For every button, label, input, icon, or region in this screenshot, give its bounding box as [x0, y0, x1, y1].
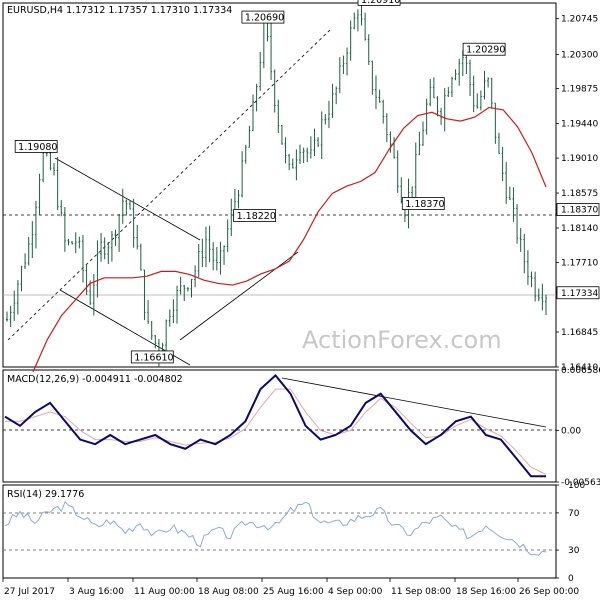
rsi-title: RSI(14) 29.1776: [7, 489, 84, 500]
annotation-label-2: 1.18220: [237, 211, 276, 222]
annotation-label-5: 1.18370: [405, 199, 444, 210]
price-tick-label: 1.17710: [561, 259, 598, 269]
x-tick-label: 11 Sep 08:00: [391, 587, 451, 597]
x-tick-label: 27 Jul 2017: [4, 587, 55, 597]
price-tick-label: 1.20300: [561, 50, 598, 60]
price-tick-label: 1.19440: [561, 120, 598, 130]
price-tick-label: 1.16410: [561, 363, 598, 373]
x-axis: 27 Jul 2017 3 Aug 16:00 11 Aug 00:00 18 Aug…: [2, 578, 579, 597]
macd-tick-label: 0.006586: [561, 366, 600, 376]
price-tick-label: 1.19010: [561, 154, 598, 164]
x-tick-label: 11 Aug 00:00: [134, 587, 195, 597]
x-tick-label: 3 Aug 16:00: [69, 587, 124, 597]
x-tick-label: 18 Aug 08:00: [198, 587, 259, 597]
price-tick-label: 1.17334: [561, 289, 598, 299]
rsi-tick-label: 70: [568, 509, 580, 519]
annotation-box-2: [233, 209, 277, 222]
macd-line: [4, 373, 546, 478]
annotation-box-3: [241, 10, 285, 24]
watermark: ActionForex.com: [302, 326, 502, 354]
macd-tick-label: -0.005634: [561, 478, 600, 488]
rsi-panel: RSI(14) 29.1776 100 70 30 0: [3, 481, 585, 584]
price-tick-label: 1.16845: [561, 328, 598, 338]
moving-average-line: [32, 106, 547, 373]
x-tick-label: 18 Sep 16:00: [456, 587, 516, 597]
price-tick-label: 1.18140: [561, 224, 598, 234]
annotation-label-4: 1.20910: [361, 0, 400, 6]
x-tick-label: 25 Aug 16:00: [263, 587, 324, 597]
rsi-line: [4, 500, 547, 556]
annotation-label-0: 1.19080: [18, 142, 57, 153]
price-tick-label: 1.18370: [561, 206, 598, 216]
annotation-box-0: [14, 140, 58, 153]
macd-title: MACD(12,26,9) -0.004911 -0.004802: [7, 374, 183, 385]
annotation-box-4: [357, 0, 401, 6]
annotation-label-1: 1.16610: [134, 352, 173, 363]
x-tick-label: 4 Sep 00:00: [328, 587, 383, 597]
annotation-label-6: 1.20290: [466, 45, 505, 56]
trendline-rising-dashed: [7, 29, 331, 341]
price-panel: ActionForex.com 1.20745 1.20300 1.19875 1.1…: [3, 0, 600, 373]
price-chart-title: EURUSD,H4 1.17312 1.17357 1.17310 1.1733…: [7, 5, 232, 16]
macd-tick-label: 0.00: [561, 426, 581, 436]
macd-trendline: [281, 377, 547, 428]
annotation-label-3: 1.20690: [245, 13, 284, 24]
rsi-tick-label: 30: [568, 546, 580, 556]
macd-signal-line: [5, 388, 547, 475]
trendline-upper-channel: [54, 157, 201, 241]
x-tick-label: 26 Sep 00:00: [519, 587, 579, 597]
annotation-box-5: [401, 197, 445, 210]
rsi-tick-label: 0: [568, 574, 574, 584]
rsi-tick-label: 100: [568, 481, 585, 491]
annotation-box-6: [462, 42, 506, 56]
macd-panel: MACD(12,26,9) -0.004911 -0.004802 0.0065…: [3, 366, 600, 488]
annotation-box-1: [130, 350, 174, 364]
price-box-9: [556, 286, 600, 300]
price-tick-label: 1.20745: [561, 15, 598, 25]
price-tick-label: 1.19875: [561, 85, 598, 95]
price-box-6: [556, 203, 600, 216]
price-tick-label: 1.18575: [561, 189, 598, 199]
